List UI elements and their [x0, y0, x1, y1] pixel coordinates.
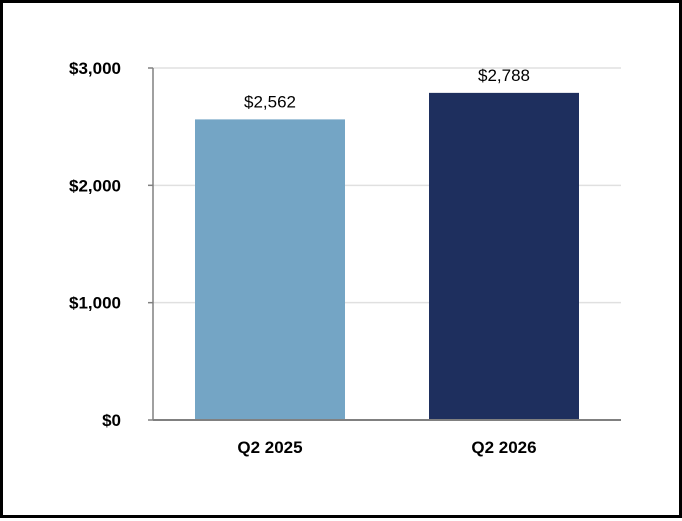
- bar-q2-2026: [429, 92, 579, 420]
- y-tick-label: $2,000: [69, 176, 121, 195]
- y-tick-label: $0: [102, 411, 121, 430]
- y-tick-label: $1,000: [69, 294, 121, 313]
- bar-value-label: $2,562: [244, 92, 296, 111]
- labels: $0 $1,000 $2,000 $3,000 $2,562 Q2 2025 $2,788 Q…: [69, 59, 537, 457]
- bars: [195, 92, 579, 420]
- bar-value-label: $2,788: [478, 66, 530, 85]
- y-tick-label: $3,000: [69, 59, 121, 78]
- bar-chart: $0 $1,000 $2,000 $3,000 $2,562 Q2 2025 $2,788 Q…: [69, 59, 621, 457]
- bar-q2-2025: [195, 119, 345, 420]
- axes: [148, 67, 621, 421]
- x-category-label: Q2 2025: [237, 438, 302, 457]
- x-category-label: Q2 2026: [471, 438, 536, 457]
